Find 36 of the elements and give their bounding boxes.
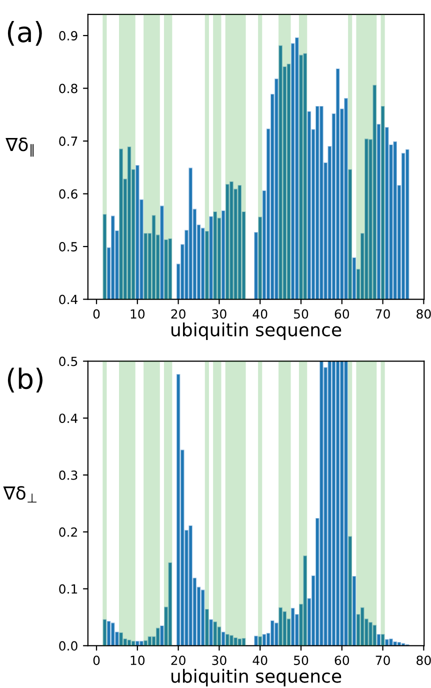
x-tick-label: 20 [171,656,186,666]
x-tick-label: 30 [212,309,226,319]
y-tick-label: 0.1 [59,584,78,594]
y-axis-title: ∇δ$_{∥}$ [6,138,34,157]
x-tick-label: 40 [252,656,268,666]
x-tick-label: 80 [416,656,431,666]
x-tick-label: 10 [130,656,145,666]
y-tick-label: 0.7 [59,136,78,146]
y-tick-label: 0.3 [59,470,78,480]
y-tick-label: 0.2 [59,527,77,537]
x-tick-label: 70 [376,656,390,666]
x-tick-label: 60 [334,309,350,319]
x-tick-label: 50 [294,309,308,319]
y-tick-label: 0.4 [59,414,78,424]
x-tick-label: 0 [93,656,100,666]
y-tick-label: 0.0 [59,641,78,651]
y-tick-label: 0.6 [59,189,78,199]
chart-title: (a) [8,20,42,46]
y-tick-label: 0.4 [59,294,78,304]
x-axis-title: ubiquitin sequence [171,322,342,340]
x-tick-label: 20 [171,309,186,319]
x-tick-label: 30 [212,656,226,666]
x-tick-label: 60 [334,656,350,666]
y-tick-label: 0.5 [59,356,78,366]
y-tick-label: 0.5 [59,242,78,252]
x-tick-label: 80 [416,309,431,319]
y-axis-title: ∇δ$_{⊥}$ [3,486,36,503]
x-tick-label: 40 [252,309,268,319]
x-tick-label: 0 [93,309,100,319]
x-tick-label: 70 [376,309,390,319]
y-tick-label: 0.8 [59,84,78,94]
x-tick-label: 50 [294,656,308,666]
y-tick-label: 0.9 [59,31,78,40]
x-tick-label: 10 [130,309,145,319]
x-axis-title: ubiquitin sequence [171,668,342,686]
chart-title: (b) [8,368,42,392]
